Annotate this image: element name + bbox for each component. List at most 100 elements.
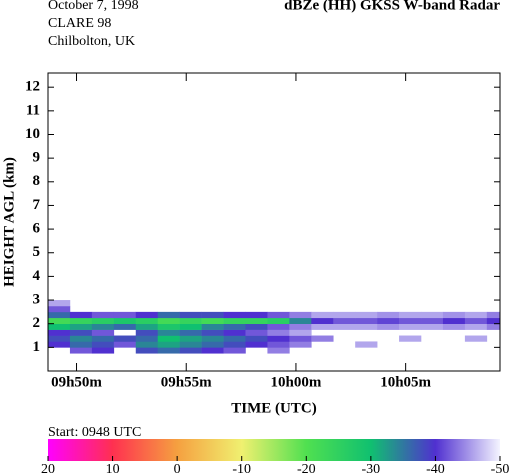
echo-cell — [399, 317, 422, 324]
colorbar-tick-label: 20 — [41, 462, 55, 476]
echo-cell — [179, 341, 202, 348]
echo-cell — [69, 311, 93, 319]
echo-cell — [179, 335, 202, 342]
echo-cell — [157, 311, 180, 319]
echo-cell — [91, 311, 115, 319]
y-tick-label: 8 — [33, 173, 41, 189]
x-tick-label: 09h55m — [161, 374, 212, 390]
echo-cell — [377, 317, 400, 324]
echo-cell — [135, 335, 159, 342]
echo-cell — [399, 311, 422, 319]
echo-cell — [311, 335, 334, 342]
start-label: Start: 0948 UTC — [48, 425, 141, 440]
echo-cell — [201, 347, 224, 354]
echo-cell — [486, 317, 501, 324]
echo-cell — [267, 335, 290, 342]
x-tick-label: 09h50m — [51, 374, 102, 390]
echo-cell — [442, 317, 466, 324]
echo-cell — [267, 341, 290, 348]
echo-cell — [267, 317, 290, 324]
echo-cell — [289, 329, 312, 336]
echo-cell — [201, 329, 224, 336]
echo-cell — [311, 311, 334, 319]
chart-title: dBZe (HH) GKSS W-band Radar — [284, 0, 500, 13]
y-tick-label: 7 — [33, 197, 41, 213]
echo-cell — [135, 317, 159, 324]
echo-cell — [245, 335, 268, 342]
y-tick-label: 6 — [33, 221, 41, 237]
echo-cell — [201, 317, 224, 324]
echo-cell — [69, 341, 93, 348]
echo-cell — [48, 335, 71, 342]
echo-cell — [464, 335, 488, 342]
echo-cell — [355, 317, 378, 324]
colorbar-tick-label: -50 — [491, 462, 509, 476]
echo-cell — [157, 317, 180, 324]
echo-cell — [223, 335, 246, 342]
echo-cell — [201, 341, 224, 348]
x-axis-label: TIME (UTC) — [231, 400, 316, 416]
echo-cell — [267, 347, 290, 354]
echo-cell — [113, 311, 137, 319]
echo-cell — [48, 317, 71, 324]
colorbar-tick-label: -10 — [232, 462, 251, 476]
echo-cell — [91, 317, 115, 324]
colorbar-tick-label: -40 — [426, 462, 445, 476]
echo-cell — [179, 317, 202, 324]
echo-cell — [69, 347, 93, 354]
y-tick-label: 10 — [25, 126, 40, 142]
echo-cell — [157, 323, 180, 330]
echo-cell — [245, 329, 268, 336]
echo-cell — [399, 335, 422, 342]
echo-cell — [311, 323, 334, 330]
echo-cell — [69, 329, 93, 336]
echo-cell — [91, 335, 115, 342]
colorbar-tick-label: 0 — [174, 462, 181, 476]
echo-cell — [223, 329, 246, 336]
echo-cell — [355, 311, 378, 319]
echo-cell — [135, 311, 159, 319]
colorbar-tick-label: -30 — [362, 462, 381, 476]
echo-cell — [399, 323, 422, 330]
echo-cell — [113, 335, 137, 342]
y-tick-label: 2 — [33, 315, 41, 331]
echo-cell — [223, 317, 246, 324]
y-tick-label: 9 — [33, 150, 41, 166]
echo-cell — [157, 335, 180, 342]
echo-cell — [113, 317, 137, 324]
echo-cell — [442, 311, 466, 319]
plot-frame — [47, 72, 501, 372]
echo-cell — [333, 323, 356, 330]
echo-cell — [179, 347, 202, 354]
echo-cell — [179, 311, 202, 319]
y-tick-label: 11 — [26, 102, 40, 118]
echo-cell — [91, 323, 115, 330]
echo-cell — [486, 311, 501, 319]
echo-cell — [48, 323, 71, 330]
echo-cell — [179, 329, 202, 336]
echo-cell — [421, 323, 444, 330]
y-tick-label: 3 — [33, 291, 41, 307]
echo-cell — [267, 311, 290, 319]
echo-cell — [48, 300, 71, 307]
echo-cell — [355, 341, 378, 348]
echo-cell — [91, 341, 115, 348]
echo-cell — [223, 323, 246, 330]
echo-cell — [48, 341, 71, 348]
echo-cell — [289, 323, 312, 330]
echo-cell — [442, 323, 466, 330]
echo-cell — [245, 317, 268, 324]
echo-cell — [311, 317, 334, 324]
colorbar-tick-label: -20 — [297, 462, 316, 476]
info-line: October 7, 1998 — [48, 0, 139, 13]
echo-cell — [267, 323, 290, 330]
echo-cell — [355, 323, 378, 330]
colorbar — [48, 439, 500, 461]
echo-cell — [179, 323, 202, 330]
echo-cell — [377, 311, 400, 319]
echo-cell — [113, 341, 137, 348]
echo-cell — [91, 329, 115, 336]
echo-cell — [69, 335, 93, 342]
echo-cell — [245, 341, 268, 348]
echo-cell — [464, 311, 488, 319]
